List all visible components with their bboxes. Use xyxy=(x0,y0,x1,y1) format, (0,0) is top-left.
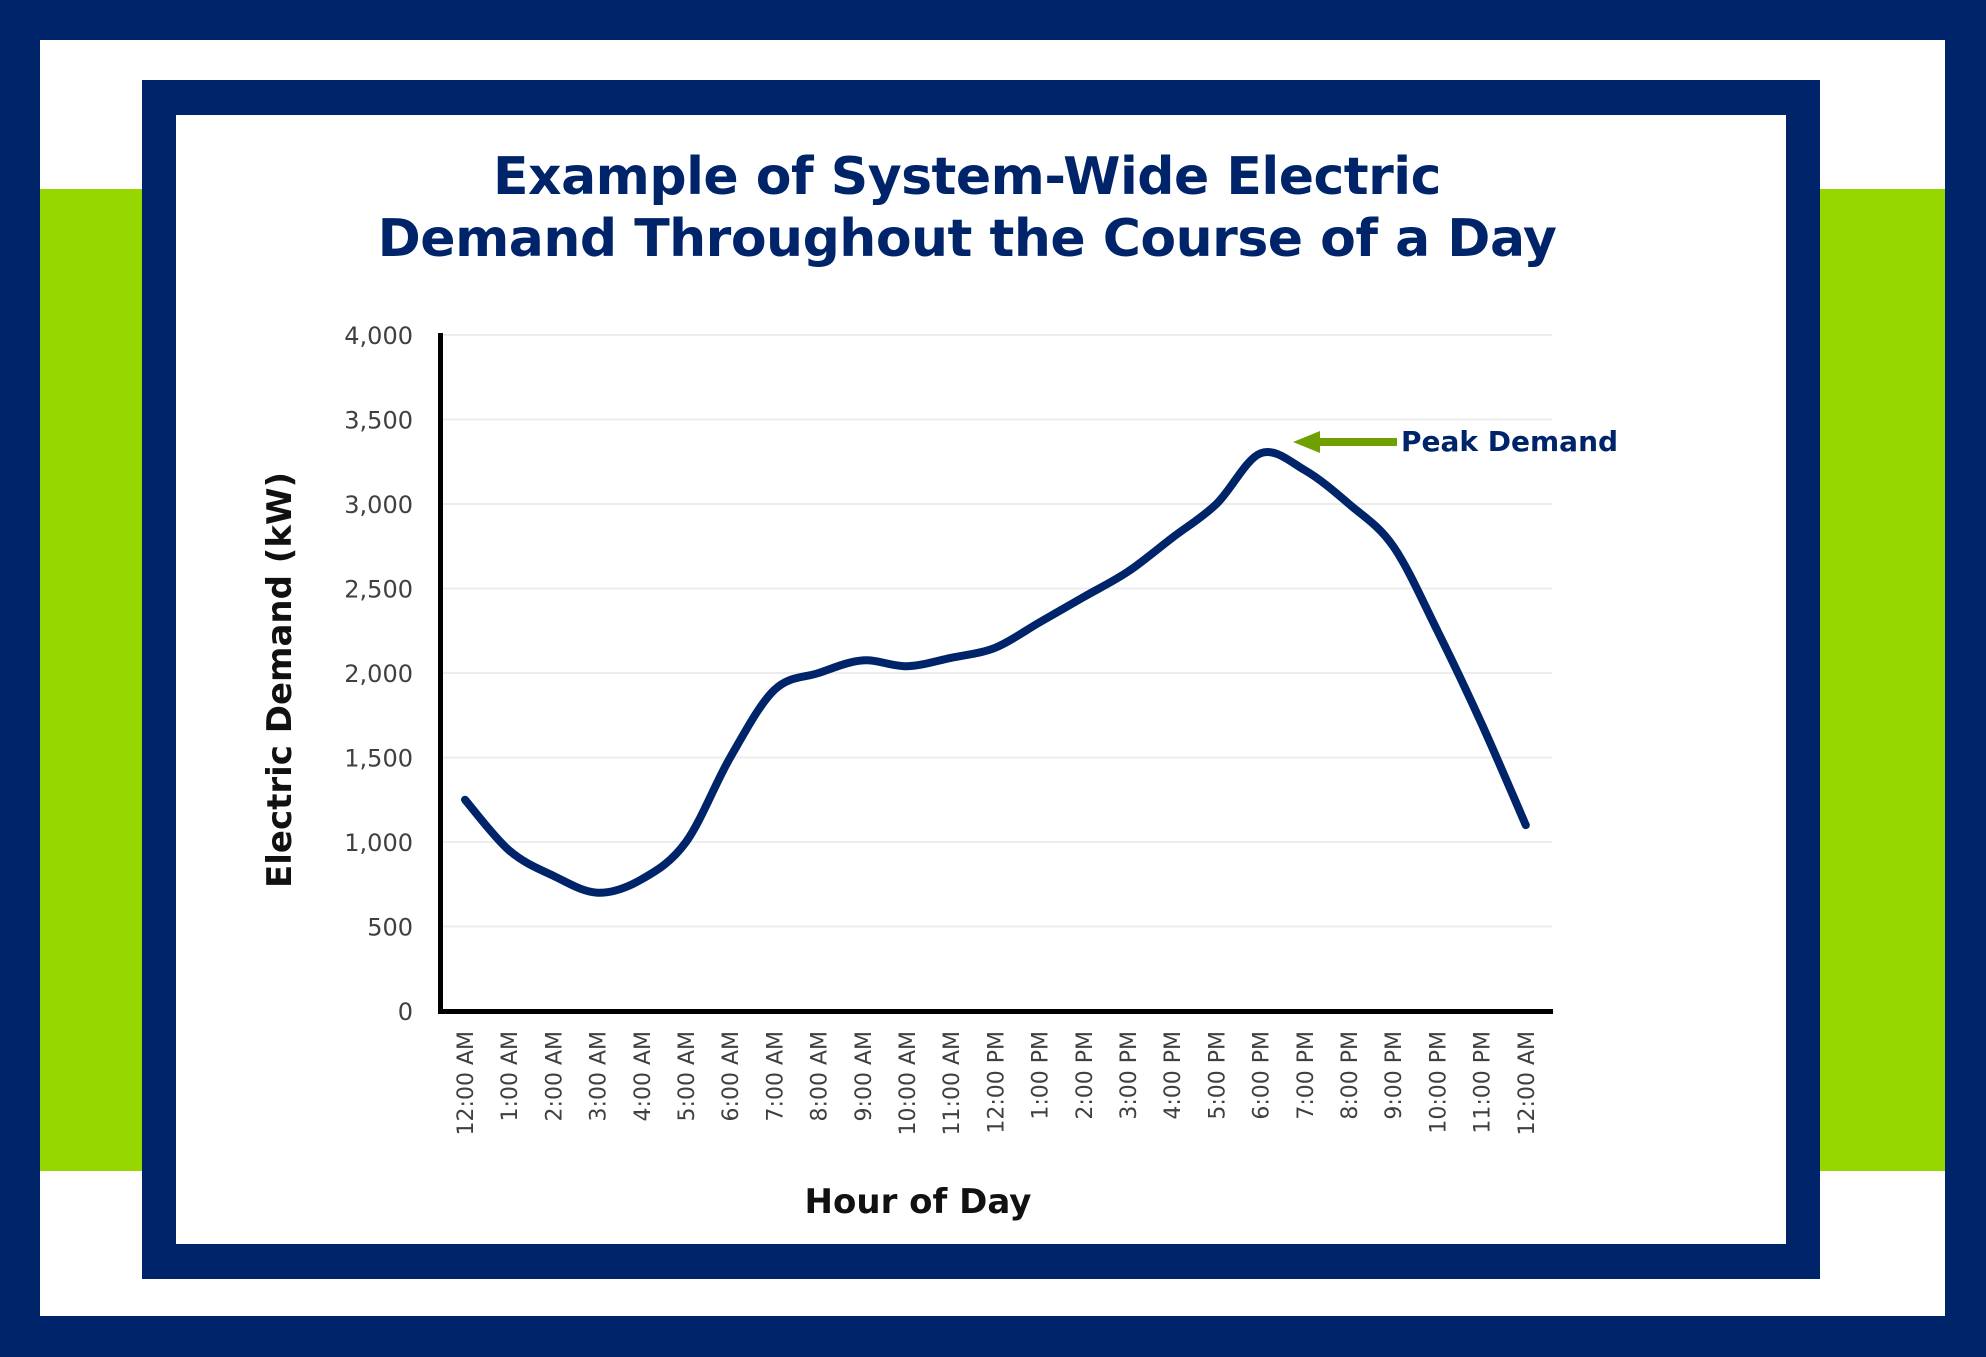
y-tick-label: 3,500 xyxy=(344,407,413,435)
x-tick-label: 11:00 AM xyxy=(940,1031,965,1135)
demand-line xyxy=(461,448,1530,897)
x-axis-title: Hour of Day xyxy=(805,1182,1032,1222)
x-tick-label: 8:00 AM xyxy=(808,1031,833,1121)
left-pointing-arrow-icon xyxy=(1293,431,1397,453)
x-tick-label: 10:00 AM xyxy=(896,1031,921,1135)
x-tick-label: 9:00 AM xyxy=(852,1031,877,1121)
peak-demand-annotation: Peak Demand xyxy=(1293,425,1618,458)
y-tick-label: 2,000 xyxy=(344,660,413,688)
x-tick-label: 5:00 AM xyxy=(675,1031,700,1121)
x-tick-label: 6:00 PM xyxy=(1250,1031,1275,1120)
chart-title: Example of System-Wide Electric Demand T… xyxy=(112,146,1822,270)
x-tick-label: 7:00 PM xyxy=(1294,1031,1319,1120)
x-tick-label: 4:00 PM xyxy=(1161,1031,1186,1120)
y-tick-label: 0 xyxy=(398,998,413,1026)
x-tick-label: 7:00 AM xyxy=(763,1031,788,1121)
y-axis-ticks: 0 500 1,000 1,500 2,000 2,500 3,000 3,500 4,000 xyxy=(344,322,413,1026)
x-tick-label: 6:00 AM xyxy=(719,1031,744,1121)
x-tick-label: 3:00 AM xyxy=(587,1031,612,1121)
x-tick-label: 12:00 AM xyxy=(1515,1031,1540,1135)
x-tick-label: 2:00 PM xyxy=(1073,1031,1098,1120)
y-tick-label: 1,000 xyxy=(344,829,413,857)
x-tick-label: 4:00 AM xyxy=(631,1031,656,1121)
x-tick-label: 8:00 PM xyxy=(1338,1031,1363,1120)
x-tick-label: 12:00 AM xyxy=(454,1031,479,1135)
gridlines xyxy=(443,334,1552,928)
x-tick-label: 5:00 PM xyxy=(1205,1031,1230,1120)
y-axis-title: Electric Demand (kW) xyxy=(260,472,300,888)
y-tick-label: 500 xyxy=(367,914,413,942)
x-tick-label: 9:00 PM xyxy=(1382,1031,1407,1120)
x-tick-label: 12:00 PM xyxy=(984,1031,1009,1134)
y-tick-label: 1,500 xyxy=(344,745,413,773)
x-tick-label: 1:00 PM xyxy=(1029,1031,1054,1120)
x-tick-label: 2:00 AM xyxy=(542,1031,567,1121)
peak-demand-label: Peak Demand xyxy=(1401,425,1618,458)
x-tick-label: 3:00 PM xyxy=(1117,1031,1142,1120)
x-axis-ticks: 12:00 AM 1:00 AM 2:00 AM 3:00 AM 4:00 AM 5:00… xyxy=(454,1031,1540,1135)
chart-title-line-1: Example of System-Wide Electric xyxy=(493,147,1441,207)
chart-title-line-2: Demand Throughout the Course of a Day xyxy=(377,209,1557,269)
y-tick-label: 4,000 xyxy=(344,322,413,350)
x-tick-label: 11:00 PM xyxy=(1471,1031,1496,1134)
y-tick-label: 3,000 xyxy=(344,491,413,519)
chart-panel xyxy=(176,115,1786,1244)
x-tick-label: 1:00 AM xyxy=(498,1031,523,1121)
y-tick-label: 2,500 xyxy=(344,576,413,604)
x-tick-label: 10:00 PM xyxy=(1426,1031,1451,1134)
